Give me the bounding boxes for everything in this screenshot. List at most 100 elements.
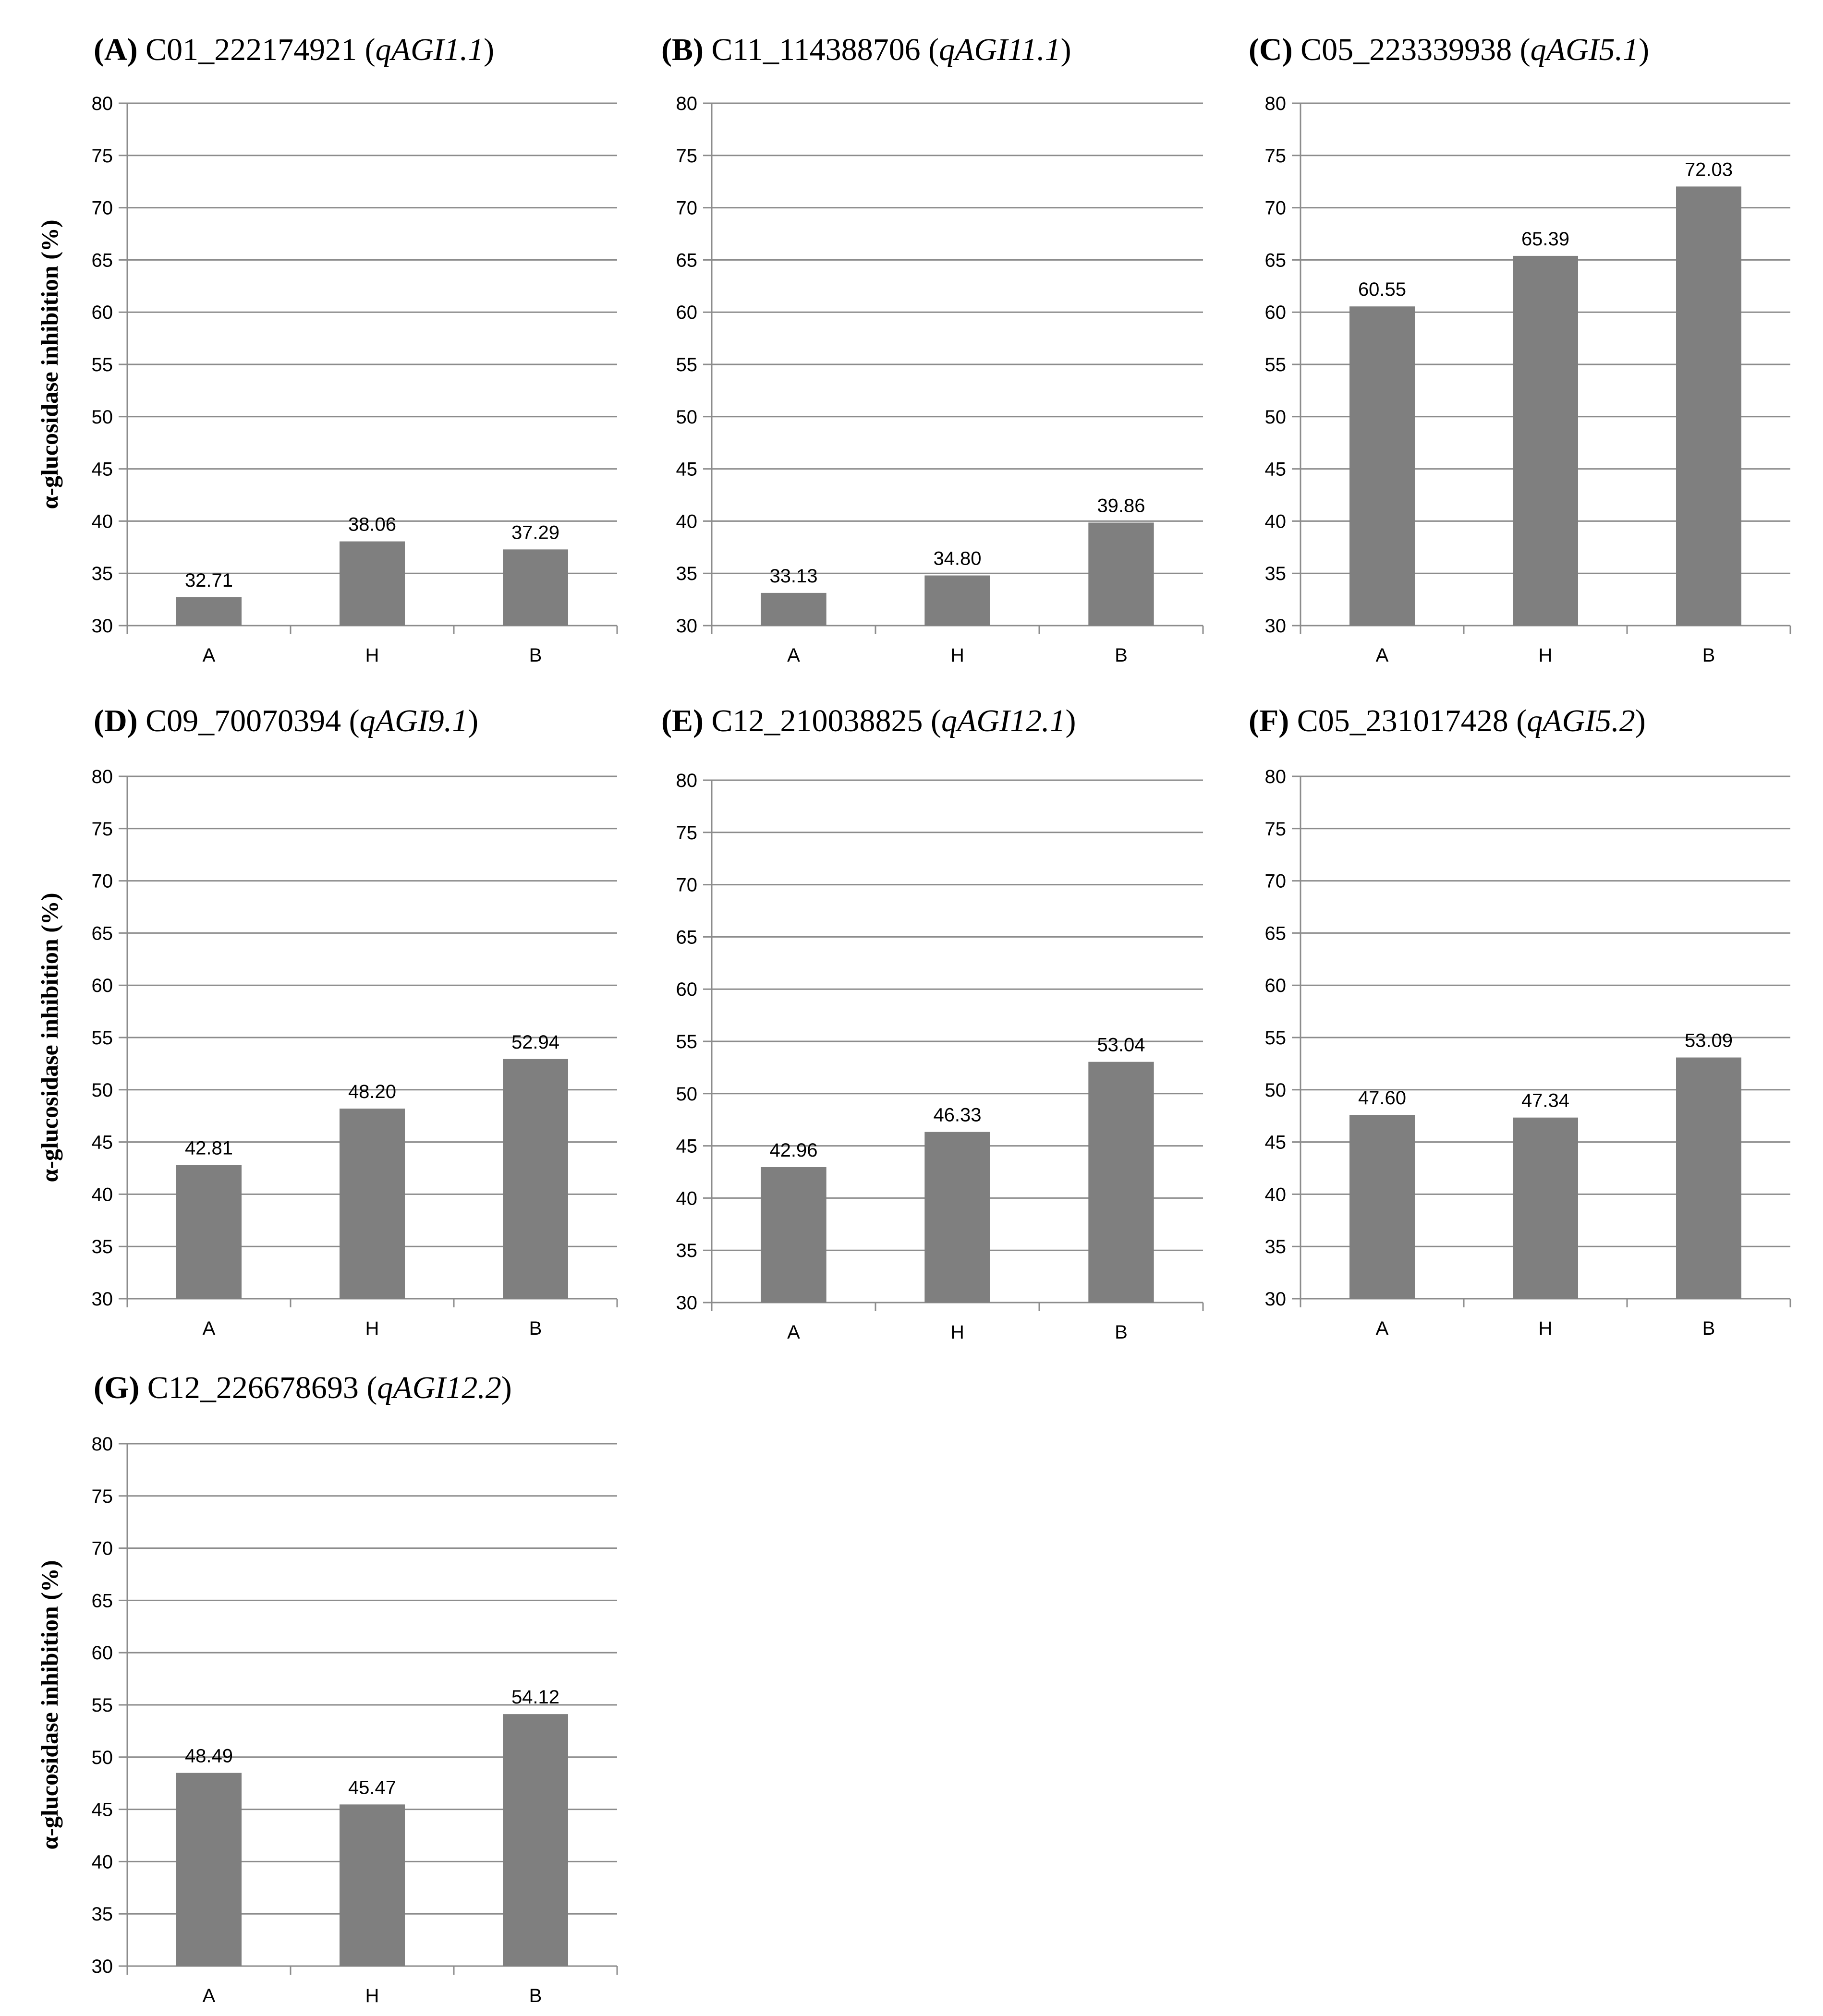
y-tick-label: 65	[92, 1590, 113, 1611]
bar-a	[1349, 306, 1415, 626]
bar-a	[1349, 1115, 1415, 1299]
x-category-label: H	[365, 1985, 379, 2006]
y-tick-label: 55	[1265, 354, 1287, 375]
x-category-label: H	[950, 1322, 964, 1343]
bar-a	[761, 592, 826, 626]
y-tick-label: 60	[92, 302, 113, 323]
y-tick-label: 45	[92, 459, 113, 480]
y-tick-label: 70	[92, 198, 113, 219]
y-tick-label: 50	[1265, 407, 1287, 428]
marker-name: C01_222174921 (	[138, 32, 376, 67]
chart-panel-5: (E) C12_210038825 (qAGI12.1) 30 35 40 45 50 55…	[661, 703, 1204, 1343]
chart-panel-7: (G) C12_226678693 (qAGI12.2) 30 35 40 45 50 55…	[36, 1370, 618, 2006]
data-label: 42.81	[185, 1137, 233, 1159]
y-tick-label: 65	[92, 923, 113, 944]
bar-b	[1676, 1057, 1741, 1299]
data-label: 39.86	[1097, 495, 1145, 516]
y-tick-label: 30	[676, 1292, 698, 1314]
y-tick-label: 45	[676, 1136, 698, 1157]
panel-title: (E) C12_210038825 (qAGI12.1)	[661, 703, 1076, 738]
panel-letter: (B)	[661, 32, 704, 67]
x-category-label: H	[365, 1318, 379, 1339]
y-tick-label: 35	[1265, 563, 1287, 584]
y-tick-label: 40	[1265, 511, 1287, 532]
chart-panel-2: (B) C11_114388706 (qAGI11.1) 30 35 40 45 50 55…	[661, 32, 1204, 666]
bar-h	[340, 1108, 405, 1299]
data-label: 32.71	[185, 570, 233, 591]
bar-a	[176, 597, 242, 626]
y-tick-label: 50	[92, 1080, 113, 1101]
title-close-paren: )	[501, 1370, 512, 1405]
x-category-label: B	[529, 1318, 542, 1339]
y-tick-label: 65	[92, 250, 113, 271]
y-tick-label: 30	[92, 616, 113, 637]
marker-name: C12_210038825 (	[704, 703, 941, 738]
x-category-label: A	[203, 645, 216, 666]
y-tick-label: 80	[92, 93, 113, 114]
panel-title: (D) C09_70070394 (qAGI9.1)	[94, 703, 478, 738]
y-tick-label: 45	[1265, 1132, 1287, 1153]
title-close-paren: )	[468, 703, 478, 738]
y-axis-label: α-glucosidase inhibition (%)	[36, 893, 63, 1182]
bar-b	[503, 1059, 568, 1299]
x-category-label: B	[1115, 1322, 1128, 1343]
y-tick-label: 80	[92, 766, 113, 787]
y-tick-label: 65	[676, 250, 698, 271]
x-category-label: B	[529, 1985, 542, 2006]
y-tick-label: 45	[92, 1799, 113, 1821]
data-label: 38.06	[348, 514, 396, 535]
qtl-name: qAGI12.2	[377, 1370, 501, 1405]
data-label: 53.09	[1685, 1030, 1733, 1051]
data-label: 72.03	[1685, 159, 1733, 180]
y-tick-label: 35	[92, 563, 113, 584]
y-tick-label: 50	[676, 407, 698, 428]
bar-h	[1513, 1117, 1578, 1299]
x-category-label: A	[787, 1322, 800, 1343]
y-tick-label: 80	[1265, 93, 1287, 114]
bar-a	[761, 1167, 826, 1303]
y-tick-label: 60	[676, 979, 698, 1000]
qtl-name: qAGI12.1	[941, 703, 1065, 738]
title-close-paren: )	[484, 32, 494, 67]
y-tick-label: 50	[92, 1747, 113, 1768]
y-tick-label: 30	[1265, 616, 1287, 637]
bar-b	[503, 1714, 568, 1966]
data-label: 45.47	[348, 1777, 396, 1798]
x-category-label: A	[203, 1318, 216, 1339]
qtl-name: qAGI1.1	[376, 32, 484, 67]
y-tick-label: 70	[676, 875, 698, 896]
y-tick-label: 75	[1265, 145, 1287, 167]
y-tick-label: 30	[92, 1956, 113, 1977]
marker-name: C09_70070394 (	[138, 703, 360, 738]
y-tick-label: 70	[676, 198, 698, 219]
bar-b	[1088, 522, 1154, 626]
x-category-label: H	[365, 645, 379, 666]
y-tick-label: 60	[676, 302, 698, 323]
title-close-paren: )	[1065, 703, 1076, 738]
y-tick-label: 80	[1265, 766, 1287, 787]
y-axis-label: α-glucosidase inhibition (%)	[36, 1560, 63, 1849]
y-tick-label: 55	[92, 1695, 113, 1716]
y-tick-label: 70	[1265, 871, 1287, 892]
y-tick-label: 80	[676, 770, 698, 791]
panel-letter: (A)	[94, 32, 138, 67]
x-category-label: B	[1115, 645, 1128, 666]
data-label: 33.13	[769, 566, 817, 587]
bar-h	[340, 1804, 405, 1966]
y-tick-label: 35	[676, 563, 698, 584]
y-tick-label: 70	[92, 1538, 113, 1559]
y-tick-label: 55	[676, 1031, 698, 1052]
data-label: 47.60	[1358, 1087, 1406, 1109]
y-tick-label: 75	[92, 145, 113, 167]
bar-b	[503, 549, 568, 626]
title-close-paren: )	[1635, 703, 1646, 738]
qtl-name: qAGI5.1	[1531, 32, 1639, 67]
y-tick-label: 65	[1265, 923, 1287, 944]
y-tick-label: 70	[92, 871, 113, 892]
y-tick-label: 75	[92, 819, 113, 840]
panel-letter: (F)	[1249, 703, 1289, 738]
bar-h	[340, 541, 405, 626]
y-tick-label: 60	[92, 975, 113, 996]
y-tick-label: 40	[92, 1184, 113, 1205]
